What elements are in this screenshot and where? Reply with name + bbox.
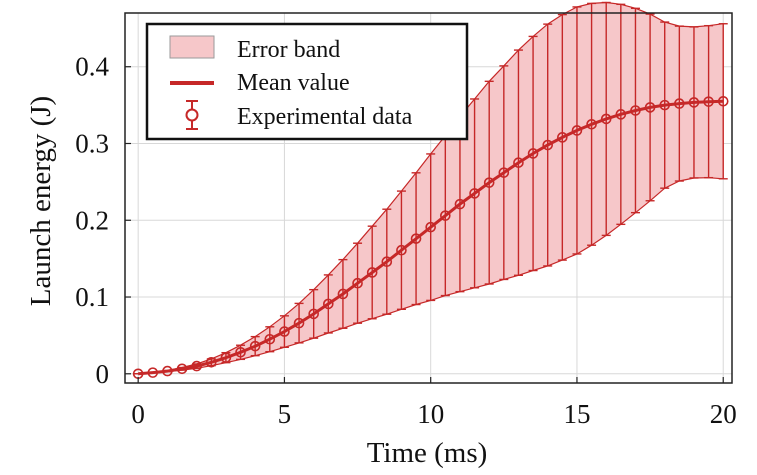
data-point — [264, 333, 276, 345]
data-point — [688, 97, 700, 108]
data-point — [571, 125, 583, 136]
data-point — [557, 132, 568, 143]
data-point — [162, 365, 173, 377]
data-point — [600, 113, 612, 125]
plot-frame — [124, 12, 733, 384]
y-tick-label: 0.2 — [75, 205, 109, 235]
legend-errorbar-marker — [185, 100, 199, 130]
data-point — [454, 198, 466, 210]
x-tick-label: 15 — [563, 399, 590, 429]
y-tick-label: 0.4 — [75, 52, 109, 82]
data-point — [249, 340, 261, 352]
data-point — [644, 102, 656, 113]
data-point — [323, 298, 334, 310]
data-point — [513, 157, 524, 168]
data-point — [410, 233, 422, 244]
data-point — [527, 148, 539, 159]
data-points-layer — [132, 95, 729, 380]
data-point — [191, 360, 202, 372]
data-point — [205, 356, 217, 368]
data-point — [381, 256, 393, 268]
legend-label-experimental-data: Experimental data — [237, 104, 413, 130]
data-point — [674, 98, 685, 109]
data-point — [586, 119, 597, 130]
data-point — [293, 317, 305, 329]
x-axis-ticks: 0 5 10 15 20 — [131, 377, 737, 429]
data-point — [352, 277, 363, 289]
x-tick-label: 10 — [417, 399, 444, 429]
y-tick-label: 0 — [96, 359, 110, 389]
data-point — [717, 95, 729, 107]
x-tick-label: 5 — [278, 399, 292, 429]
data-point — [337, 288, 349, 300]
legend-label-mean-value: Mean value — [237, 70, 350, 96]
data-point — [235, 346, 246, 358]
data-point — [176, 363, 188, 375]
legend: Error band Mean value Experimental data — [145, 22, 469, 141]
y-tick-label: 0.3 — [75, 128, 109, 158]
legend-label-error-band: Error band — [237, 37, 340, 63]
data-point — [703, 96, 714, 107]
legend-band-swatch — [169, 35, 215, 59]
y-axis-label: Launch energy (J) — [25, 96, 57, 306]
y-axis-ticks: 0 0.1 0.2 0.3 0.4 — [75, 52, 131, 389]
x-tick-label: 20 — [710, 399, 737, 429]
data-point — [220, 352, 232, 363]
data-point — [366, 267, 378, 278]
data-point — [498, 167, 510, 178]
data-point — [308, 308, 319, 320]
data-point — [630, 105, 641, 116]
data-point — [425, 221, 436, 233]
data-point — [659, 99, 671, 111]
y-tick-label: 0.1 — [75, 282, 109, 312]
data-point — [542, 139, 554, 151]
data-point — [483, 177, 495, 188]
data-point — [279, 326, 290, 337]
data-point — [615, 109, 627, 120]
x-axis-label: Time (ms) — [367, 437, 488, 469]
data-point — [469, 188, 480, 199]
x-tick-label: 0 — [131, 399, 145, 429]
errorbar — [718, 23, 728, 180]
data-point — [440, 210, 451, 221]
data-point — [147, 367, 159, 378]
data-point — [396, 244, 407, 256]
